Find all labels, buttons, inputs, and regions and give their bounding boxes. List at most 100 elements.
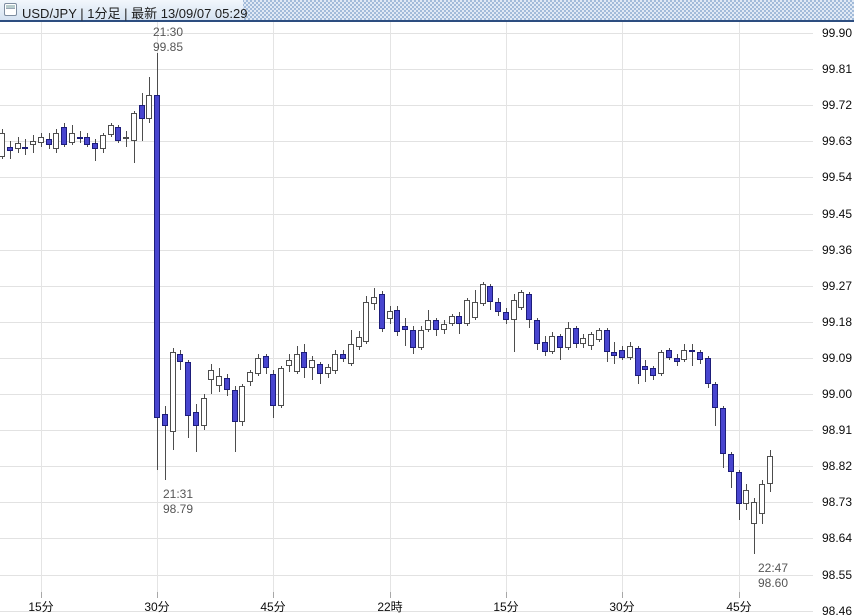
candle-wick: [196, 404, 197, 453]
candle-body: [92, 143, 98, 150]
candle-body: [15, 143, 21, 150]
y-axis-label: 98.46: [821, 604, 852, 615]
candle-body: [728, 454, 734, 473]
candle-body: [332, 353, 338, 371]
y-axis-label: 99.36: [821, 243, 852, 257]
candle-body: [0, 133, 5, 158]
candle-body: [526, 293, 532, 320]
candle-body: [46, 139, 52, 146]
candle-body: [635, 347, 641, 376]
title-bar[interactable]: USD/JPY | 1分足 | 最新 13/09/07 05:29: [0, 0, 854, 22]
x-axis-tick: [506, 592, 507, 598]
candle-body: [720, 408, 726, 455]
x-gridline: [273, 22, 274, 592]
y-gridline: [0, 69, 813, 70]
candle-body: [480, 283, 486, 304]
candle-body: [154, 95, 160, 419]
candle-body: [557, 335, 563, 348]
candle-body: [580, 337, 586, 344]
candle-body: [588, 333, 594, 346]
candle-body: [84, 137, 90, 146]
y-gridline: [0, 430, 813, 431]
x-axis-label: 45分: [726, 600, 752, 614]
y-axis-label: 99.09: [821, 351, 852, 365]
candle-body: [573, 327, 579, 344]
candle-body: [224, 378, 230, 390]
candle-body: [681, 349, 687, 360]
candle-body: [208, 369, 214, 380]
x-axis-label: 30分: [144, 600, 170, 614]
candle-body: [549, 335, 555, 352]
candle-body: [410, 329, 416, 348]
candle-body: [759, 484, 765, 515]
candle-body: [767, 456, 773, 485]
y-gridline: [0, 466, 813, 467]
candle-wick: [95, 139, 96, 162]
candle-body: [185, 361, 191, 417]
candle-body: [108, 125, 114, 136]
candle-body: [348, 343, 354, 364]
candle-body: [363, 302, 369, 343]
candle-body: [255, 357, 261, 374]
candle-body: [131, 113, 137, 142]
candle-wick: [514, 293, 515, 352]
candle-body: [30, 141, 36, 146]
price-annotation: 21:31 98.79: [163, 487, 194, 516]
candle-body: [394, 309, 400, 332]
candle-body: [301, 351, 307, 368]
candle-body: [61, 127, 67, 146]
y-gridline: [0, 286, 813, 287]
candle-body: [69, 133, 75, 144]
candle-body: [565, 327, 571, 348]
candle-body: [666, 349, 672, 358]
y-axis-label: 99.81: [821, 62, 852, 76]
y-axis-label: 99.27: [821, 279, 852, 293]
y-gridline: [0, 214, 813, 215]
y-gridline: [0, 105, 813, 106]
candle-wick: [312, 355, 313, 380]
candle-body: [387, 311, 393, 320]
x-axis-tick: [390, 592, 391, 598]
candle-body: [193, 412, 199, 427]
candle-body: [371, 297, 377, 305]
candle-body: [534, 319, 540, 344]
x-axis-label: 15分: [493, 600, 519, 614]
candle-body: [542, 341, 548, 352]
candle-body: [495, 301, 501, 312]
candle-body: [441, 323, 447, 330]
candle-body: [697, 351, 703, 360]
candle-body: [317, 363, 323, 374]
y-axis-label: 99.72: [821, 98, 852, 112]
y-gridline: [0, 177, 813, 178]
candle-wick: [126, 131, 127, 148]
candlestick-plot-area[interactable]: [0, 22, 854, 615]
candle-body: [418, 329, 424, 348]
candle-body: [216, 376, 222, 386]
y-axis-label: 99.45: [821, 207, 852, 221]
candle-body: [736, 472, 742, 505]
candle-wick: [754, 498, 755, 555]
candle-wick: [405, 317, 406, 346]
candle-body: [456, 315, 462, 324]
x-gridline: [622, 22, 623, 592]
x-gridline: [739, 22, 740, 592]
candle-body: [263, 355, 269, 368]
candle-body: [7, 147, 13, 152]
candle-body: [433, 319, 439, 330]
y-gridline: [0, 575, 813, 576]
titlebar-grip-texture: [243, 0, 854, 20]
candle-body: [604, 329, 610, 352]
y-gridline: [0, 538, 813, 539]
y-axis-label: 98.55: [821, 568, 852, 582]
x-axis-tick: [41, 592, 42, 598]
x-gridline: [41, 22, 42, 592]
candle-body: [170, 351, 176, 433]
candle-body: [650, 367, 656, 376]
x-axis-tick: [157, 592, 158, 598]
candle-body: [712, 384, 718, 409]
x-gridline: [506, 22, 507, 592]
candle-body: [611, 351, 617, 356]
candle-wick: [645, 359, 646, 382]
price-annotation: 22:47 98.60: [757, 561, 789, 590]
candle-wick: [165, 406, 166, 481]
